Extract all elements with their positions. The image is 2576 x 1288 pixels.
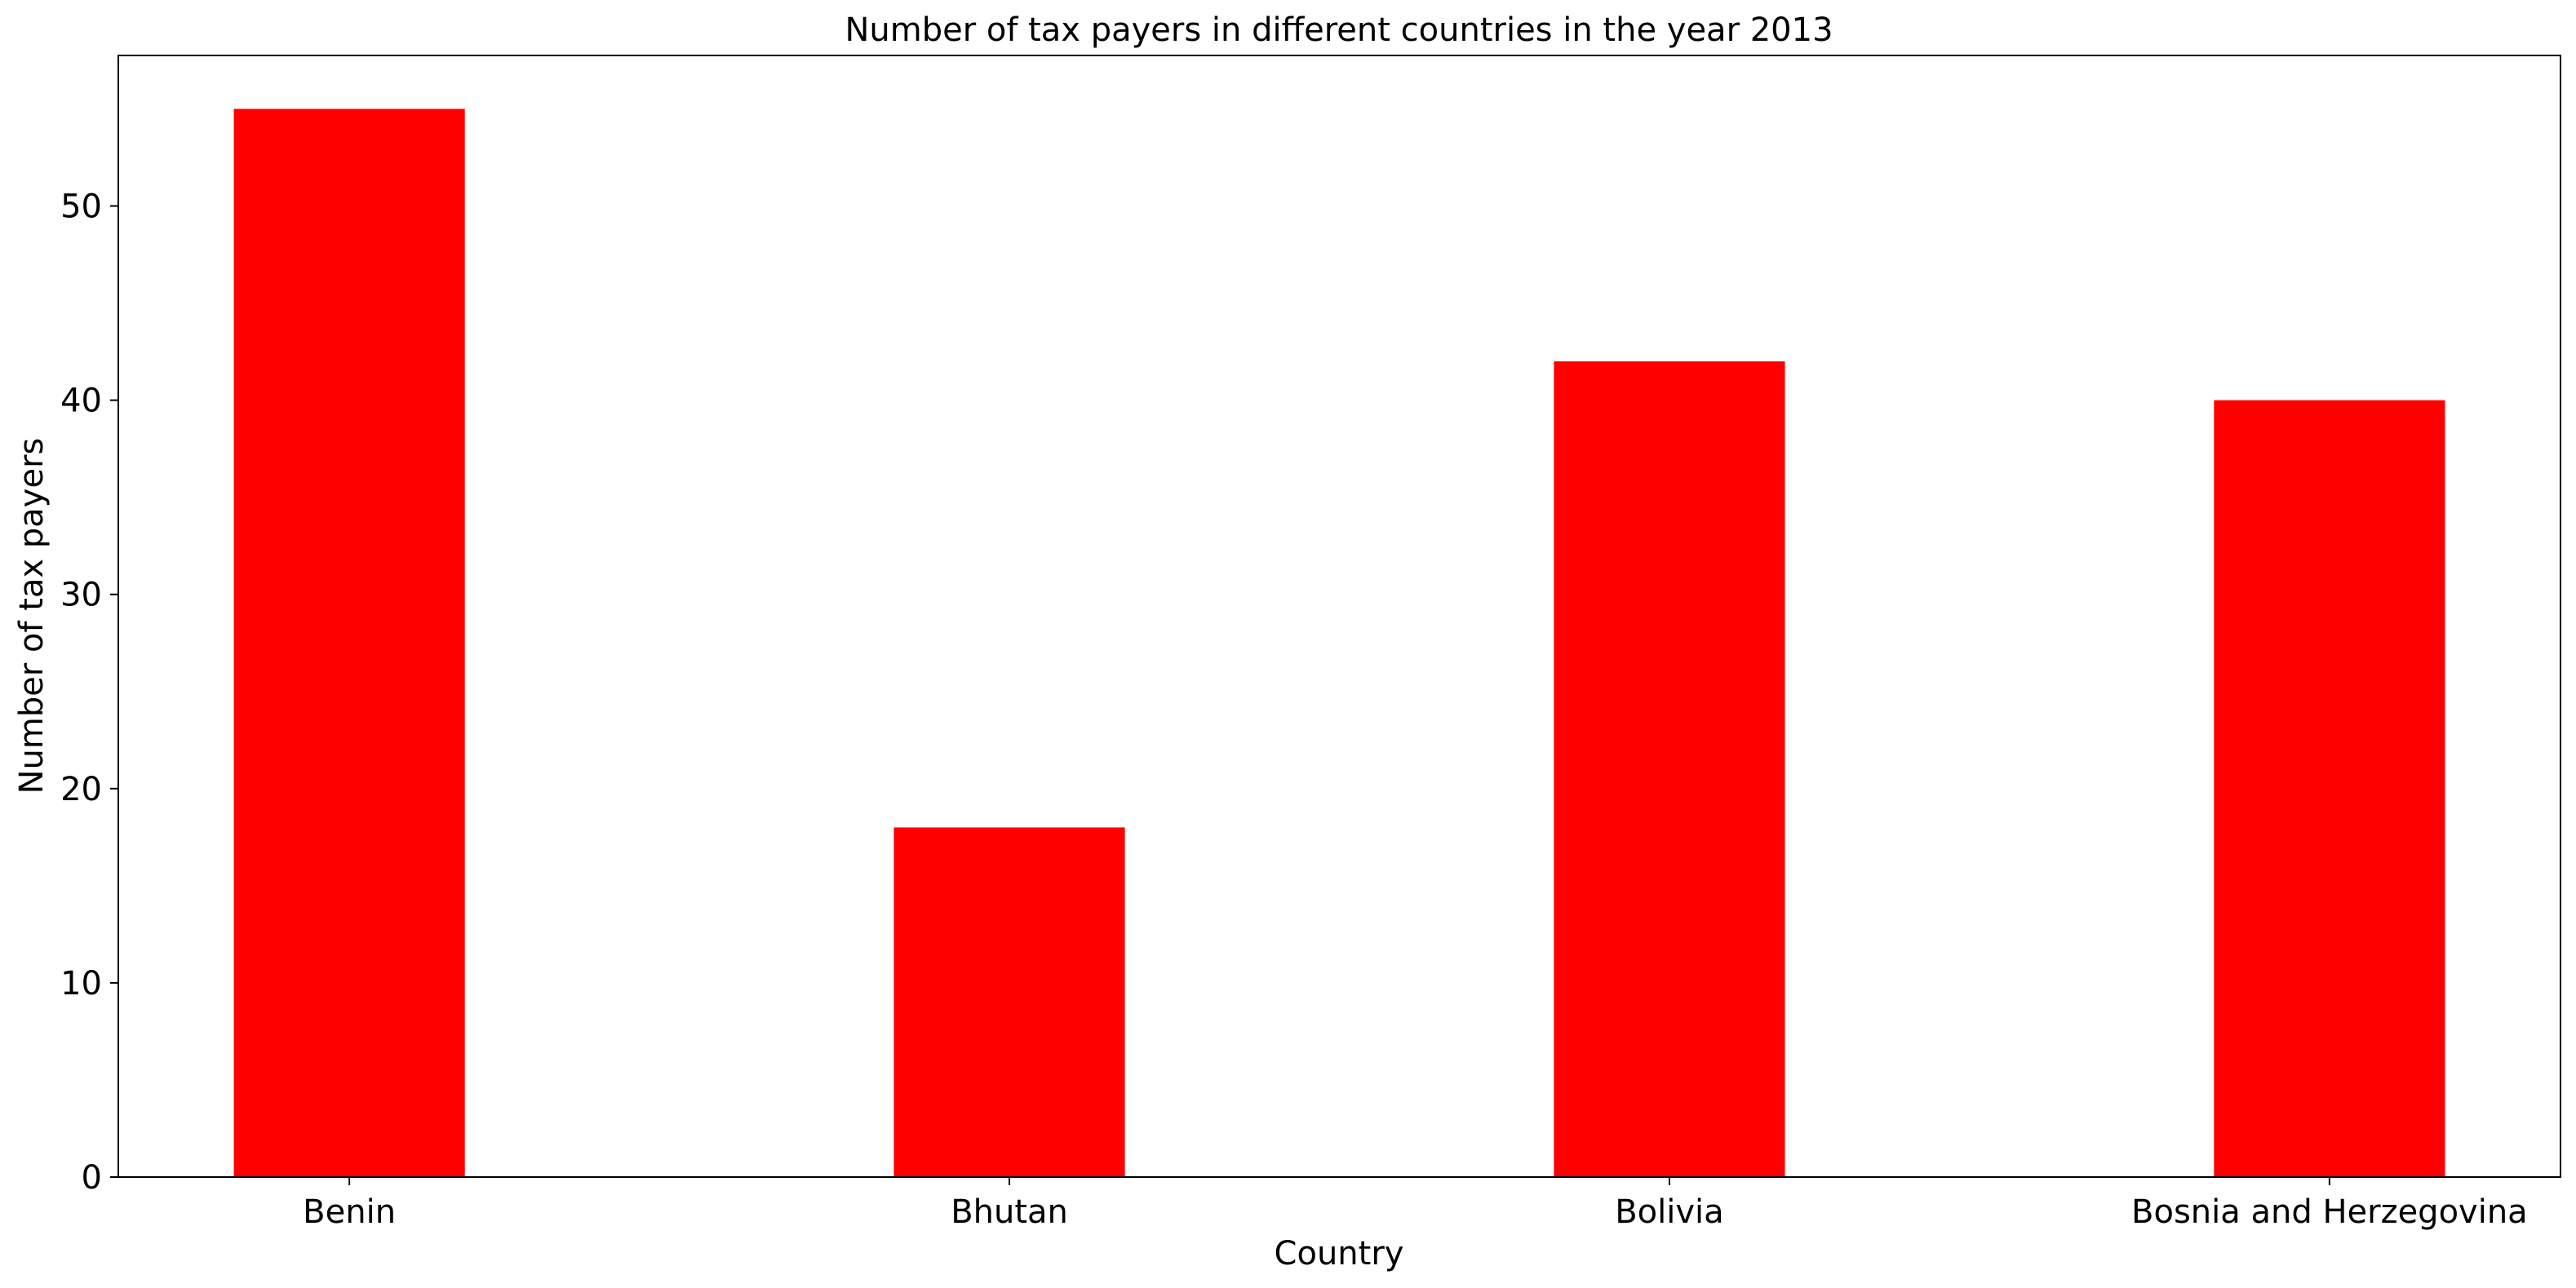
bar-bosnia-and-herzegovina <box>2214 400 2445 1178</box>
y-tick-label: 50 <box>60 188 102 226</box>
x-tick-label: Bhutan <box>951 1193 1068 1231</box>
y-tick-label: 10 <box>60 965 102 1003</box>
x-axis-title: Country <box>1275 1235 1404 1273</box>
bar-bhutan <box>893 827 1125 1177</box>
chart-title: Number of tax payers in different countr… <box>845 11 1833 49</box>
plot-frame <box>117 55 2561 1178</box>
y-tick-label: 30 <box>60 577 102 614</box>
bar-bolivia <box>1554 361 1785 1177</box>
y-tick-label: 40 <box>60 383 102 420</box>
y-tick-label: 20 <box>60 771 102 808</box>
y-axis-ticks: 0 10 20 30 40 50 <box>60 188 118 1197</box>
y-axis-title: Number of tax payers <box>13 438 51 794</box>
y-tick-label: 0 <box>82 1159 102 1197</box>
x-tick-label: Bosnia and Herzegovina <box>2131 1193 2528 1231</box>
x-tick-label: Bolivia <box>1615 1193 1723 1231</box>
x-axis-ticks: Benin Bhutan Bolivia Bosnia and Herzegovina <box>303 1177 2528 1231</box>
x-tick-label: Benin <box>303 1193 396 1231</box>
bar-benin <box>233 108 465 1177</box>
bars-group <box>233 108 2445 1178</box>
